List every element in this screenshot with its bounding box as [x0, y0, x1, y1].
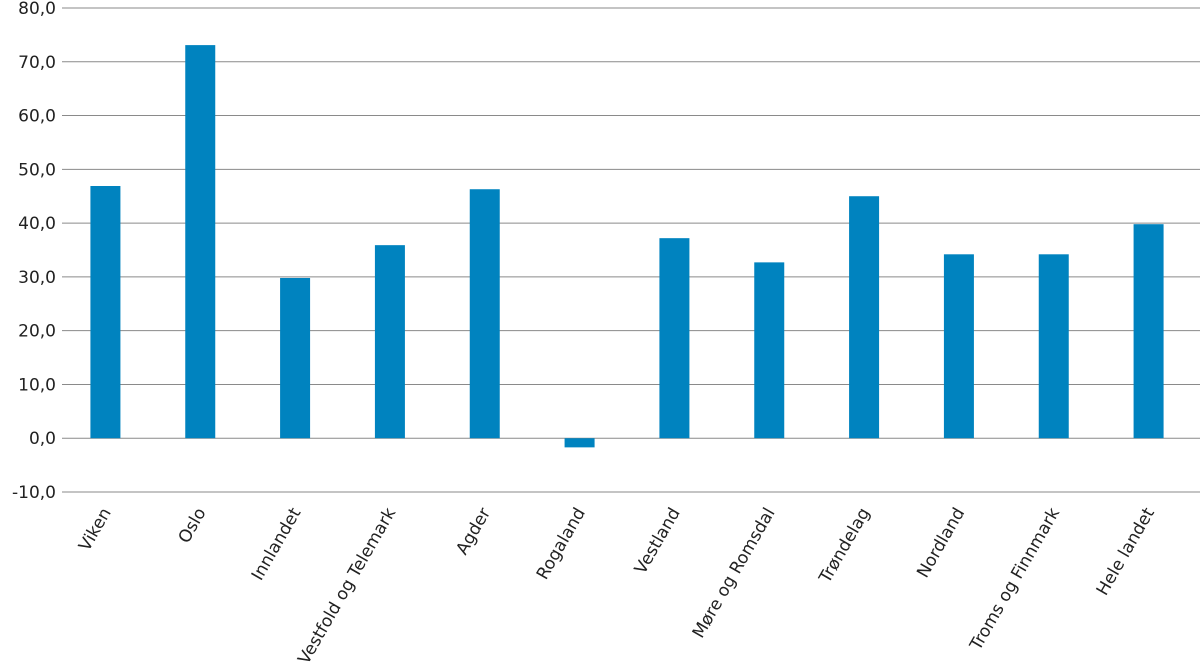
x-category-label: Rogaland	[533, 505, 590, 584]
bar-10	[1038, 254, 1069, 439]
y-tick-label: 30,0	[18, 268, 56, 288]
x-category-label: Innlandet	[248, 504, 306, 584]
bar-6	[659, 238, 690, 439]
bar-11	[1133, 224, 1164, 439]
y-tick-label: 40,0	[18, 214, 56, 234]
bar-4	[469, 189, 500, 439]
y-tick-label: 50,0	[18, 160, 56, 180]
bar-1	[185, 45, 216, 439]
bar-3	[374, 245, 405, 439]
y-tick-label: 70,0	[18, 53, 56, 73]
x-category-label: Oslo	[175, 505, 211, 547]
y-tick-label: 60,0	[18, 107, 56, 127]
y-tick-label: 80,0	[18, 0, 56, 19]
x-category-label: Viken	[75, 505, 116, 555]
x-category-label: Nordland	[913, 505, 969, 582]
y-tick-label: -10,0	[12, 483, 56, 503]
bar-5	[564, 438, 595, 448]
x-category-label: Trøndelag	[815, 505, 874, 588]
bar-7	[754, 262, 785, 439]
x-category-label: Vestland	[631, 505, 685, 578]
bar-2	[280, 277, 311, 439]
x-category-label: Møre og Romsdal	[689, 505, 780, 642]
bars	[90, 45, 1164, 448]
y-tick-label: 20,0	[18, 322, 56, 342]
x-category-label: Agder	[452, 505, 495, 559]
x-category-label: Hele landet	[1093, 504, 1159, 599]
gridlines	[62, 7, 1200, 493]
bar-8	[849, 196, 880, 439]
y-tick-label: 10,0	[18, 375, 56, 395]
x-category-label: Vestfold og Telemark	[294, 504, 400, 668]
bar-0	[90, 186, 121, 439]
bar-9	[943, 254, 974, 439]
y-tick-label: 0,0	[29, 429, 56, 449]
y-axis-ticks: -10,0 0,0 10,0 20,0 30,0 40,0 50,0 60,0 70,0 80,0	[12, 0, 56, 503]
x-category-label: Troms og Finnmark	[966, 504, 1064, 654]
